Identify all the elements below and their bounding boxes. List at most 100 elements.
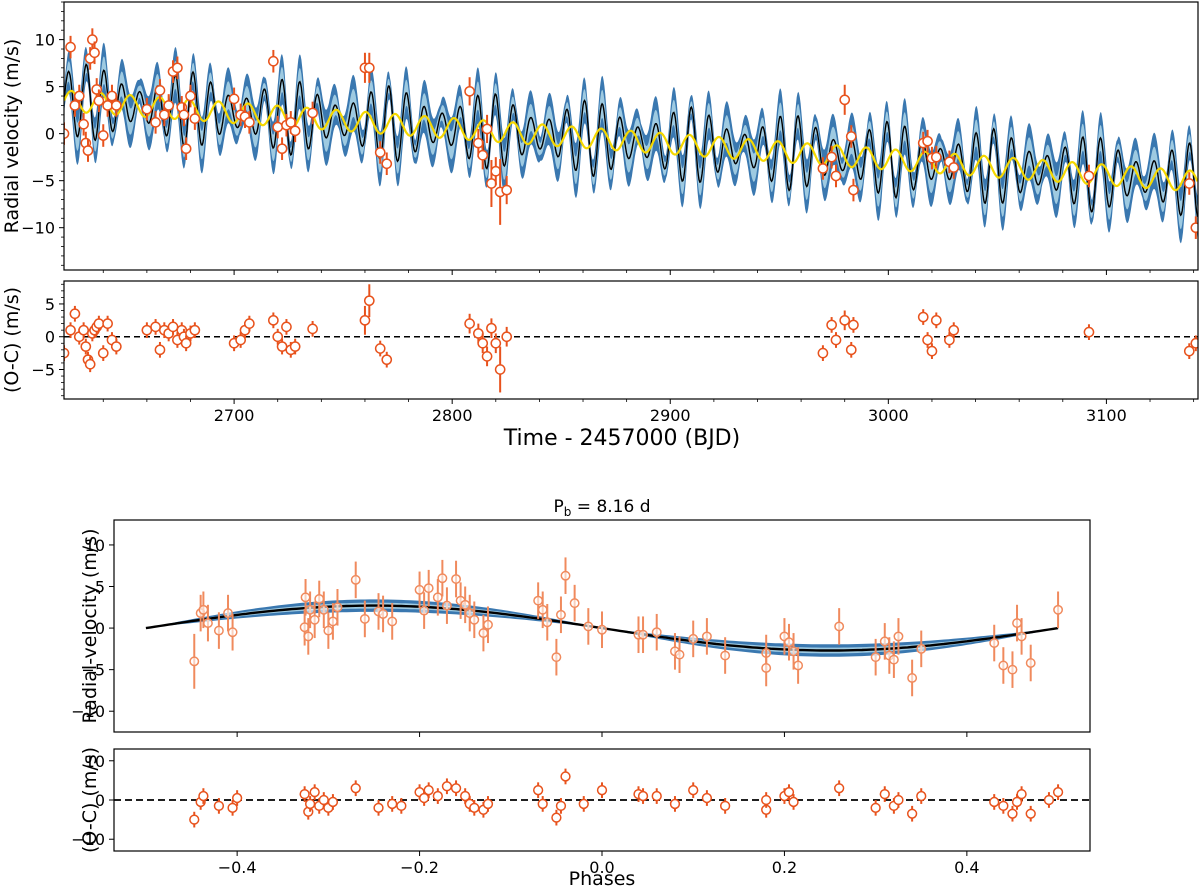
rv-time-panel: 10 5 0 −5 −10 Radial velocity (m/s) bbox=[1, 1, 1199, 275]
oc-time-point bbox=[154, 344, 166, 356]
rv-phase-point bbox=[556, 609, 566, 620]
oc-time-ytick-label: 5 bbox=[45, 295, 55, 314]
rv-phase-point bbox=[879, 636, 890, 647]
rv-time-frame bbox=[63, 1, 1199, 271]
rv-phase-point bbox=[533, 595, 544, 606]
oc-time-y-axis: 5 0 −5 bbox=[31, 283, 64, 397]
oc-phase-x-axis: −0.4 −0.2 0.0 0.2 0.4 bbox=[218, 851, 980, 877]
rv-phase-ytick-label: 0 bbox=[95, 619, 105, 638]
rv-phase-point bbox=[998, 660, 1009, 671]
oc-phase-point bbox=[327, 796, 339, 808]
rv-phase-point bbox=[378, 608, 389, 619]
oc-phase-point bbox=[198, 790, 209, 802]
oc-time-point bbox=[281, 321, 292, 333]
oc-time-point bbox=[102, 318, 113, 329]
oc-phase-y-label: (O-C) (m/s) bbox=[79, 747, 101, 853]
rv-phase-point bbox=[793, 660, 804, 671]
oc-time-point bbox=[289, 341, 301, 352]
rv-phase-point bbox=[893, 631, 904, 642]
oc-phase-xtick-label: −0.4 bbox=[218, 858, 257, 877]
oc-time-point bbox=[69, 308, 81, 320]
oc-phase-panel: 10 0 −10 −0.4 −0.2 0.0 0.2 0.4 (O-C) (m/s) Pha… bbox=[71, 747, 1091, 889]
oc-phase-y-axis: 10 0 −10 bbox=[71, 752, 114, 849]
oc-phase-ytick-label: 10 bbox=[85, 752, 105, 771]
oc-phase-point bbox=[906, 808, 918, 819]
oc-phase-point bbox=[227, 802, 238, 813]
rv-time-point bbox=[374, 147, 386, 158]
rv-phase-point bbox=[720, 650, 731, 661]
oc-phase-point bbox=[441, 781, 453, 792]
rv-phase-point bbox=[483, 619, 493, 630]
oc-time-point bbox=[948, 324, 960, 336]
rv-phase-point bbox=[451, 574, 462, 584]
oc-time-point bbox=[359, 314, 371, 326]
rv-time-ytick-label: 0 bbox=[45, 125, 55, 144]
rv-time-point bbox=[817, 163, 829, 174]
oc-phase-point bbox=[551, 812, 562, 823]
rv-phase-point bbox=[303, 631, 314, 642]
rv-phase-ytick-label: −10 bbox=[71, 702, 105, 721]
rv-phase-point bbox=[213, 625, 224, 636]
rv-phase-point bbox=[560, 570, 571, 581]
rv-phase-point bbox=[460, 599, 471, 610]
oc-phase-point bbox=[555, 800, 567, 812]
rv-phase-point bbox=[651, 627, 662, 638]
oc-time-point bbox=[501, 331, 513, 343]
oc-phase-point bbox=[788, 796, 799, 808]
oc-time-x-axis: 2700 2800 2900 3000 3100 bbox=[102, 399, 1195, 425]
oc-phase-point bbox=[396, 800, 407, 812]
oc-phase-point bbox=[304, 798, 316, 810]
oc-phase-point bbox=[651, 790, 662, 802]
oc-phase-point bbox=[469, 802, 480, 813]
rv-phase-point bbox=[870, 652, 881, 663]
oc-time-point bbox=[80, 341, 92, 352]
oc-time-point bbox=[110, 341, 122, 352]
rv-phase-point bbox=[537, 604, 548, 615]
oc-time-point bbox=[363, 295, 375, 307]
rv-time-point bbox=[481, 123, 493, 135]
rv-phase-ytick-label: 5 bbox=[95, 578, 105, 597]
rv-phase-point bbox=[227, 627, 238, 638]
oc-time-point bbox=[189, 324, 201, 336]
rv-time-point bbox=[490, 165, 502, 177]
rv-time-x-axis bbox=[102, 270, 1195, 275]
oc-phase-point bbox=[916, 790, 927, 802]
oc-phase-point bbox=[989, 796, 1000, 808]
oc-phase-point bbox=[669, 798, 681, 810]
rv-time-point bbox=[102, 100, 113, 111]
oc-time-point bbox=[481, 351, 493, 362]
oc-phase-xtick-label: −0.2 bbox=[400, 858, 439, 877]
rv-phase-point bbox=[916, 643, 927, 654]
oc-time-point bbox=[180, 337, 192, 349]
oc-time-point bbox=[477, 337, 489, 349]
rv-time-point bbox=[93, 95, 105, 107]
oc-time-ytick-label: 0 bbox=[45, 328, 55, 347]
oc-time-point bbox=[244, 318, 255, 329]
rv-time-point bbox=[307, 107, 318, 119]
oc-time-xtick-label: 3000 bbox=[868, 406, 909, 425]
rv-phase-point bbox=[551, 652, 562, 663]
oc-time-point bbox=[307, 323, 318, 335]
rv-phase-point bbox=[834, 621, 845, 632]
rv-phase-ytick-label: −5 bbox=[81, 661, 105, 680]
oc-phase-point bbox=[423, 785, 434, 796]
rv-phase-point bbox=[423, 583, 434, 594]
oc-time-point bbox=[1190, 337, 1198, 349]
rv-time-point bbox=[87, 34, 98, 45]
rv-phase-point bbox=[1025, 658, 1036, 668]
rv-phase-point bbox=[300, 592, 311, 603]
rv-phase-point bbox=[1053, 604, 1064, 615]
rv-phase-point bbox=[323, 625, 334, 636]
rv-phase-y-axis: 10 5 0 −5 −10 bbox=[71, 536, 114, 721]
rv-time-point bbox=[472, 137, 484, 149]
rv-time-point bbox=[228, 93, 240, 105]
oc-time-xtick-label: 2800 bbox=[432, 406, 473, 425]
oc-time-frame bbox=[63, 280, 1199, 400]
oc-time-point bbox=[830, 334, 842, 346]
oc-time-point bbox=[944, 334, 955, 346]
rv-phase-point bbox=[542, 617, 553, 628]
oc-phase-point bbox=[1043, 794, 1055, 806]
oc-phase-point bbox=[532, 785, 544, 796]
rv-phase-point bbox=[189, 656, 200, 667]
rv-phase-point bbox=[327, 616, 338, 627]
